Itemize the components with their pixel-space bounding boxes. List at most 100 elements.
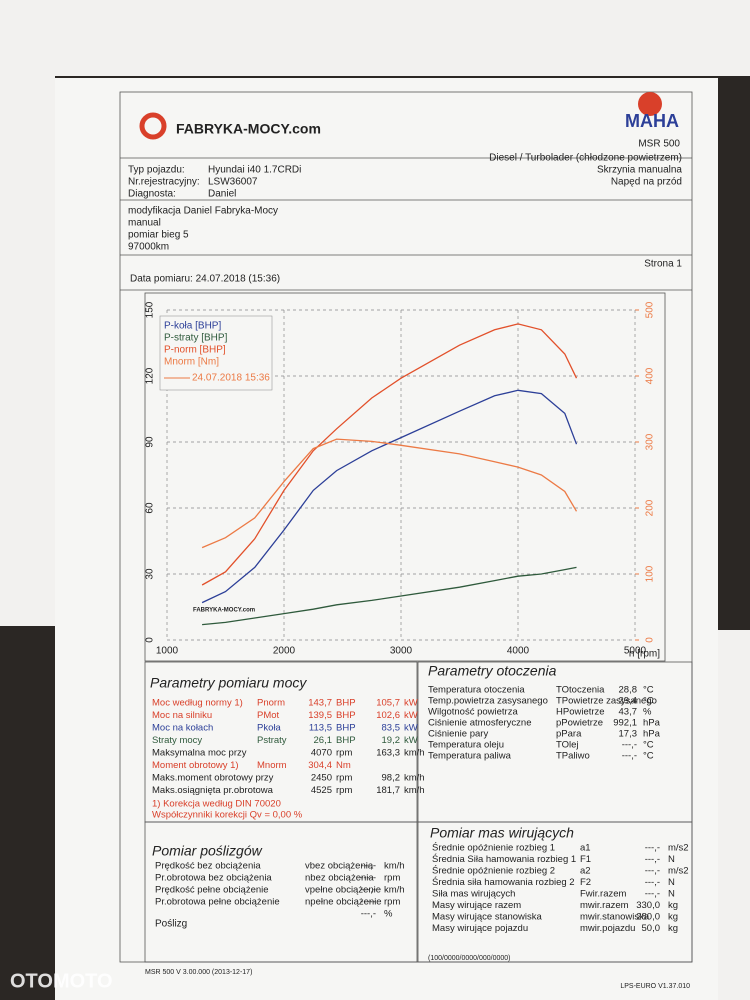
vehicle-value: Hyundai i40 1.7CRDi <box>208 165 301 176</box>
x-tick-label: 2000 <box>273 646 296 657</box>
maha-emblem <box>638 92 662 116</box>
cell-label: Temp.powietrza zasysanego <box>428 696 548 707</box>
cell-unit: BHP <box>336 698 356 709</box>
model: MSR 500 <box>638 139 680 150</box>
cell-unit: m/s2 <box>668 843 689 854</box>
cell-symbol: TPaliwo <box>556 751 590 762</box>
cell-value: 992,1 <box>613 718 637 729</box>
y-tick-label: 90 <box>145 436 156 448</box>
y2-tick-label: 100 <box>645 565 656 582</box>
cell-unit: kg <box>668 923 678 934</box>
cell-value: 304,4 <box>308 760 332 771</box>
cell-unit2: kW <box>404 710 418 721</box>
x-tick-label: 1000 <box>156 646 179 657</box>
y-tick-label: 30 <box>145 568 156 580</box>
page-number: Strona 1 <box>644 259 682 270</box>
cell-value2: 181,7 <box>376 785 400 796</box>
slip-footer: Poślizg <box>155 919 187 930</box>
cell-symbol: a1 <box>580 843 591 854</box>
cell-unit: BHP <box>336 710 356 721</box>
cell-unit: % <box>643 707 652 718</box>
cell-label: Masy wirujące pojazdu <box>432 923 528 934</box>
cell-unit: BHP <box>336 723 356 734</box>
cell-unit: °C <box>643 751 654 762</box>
y2-tick-label: 400 <box>645 367 656 384</box>
brand: MAHA <box>625 111 679 131</box>
cell-symbol: TOlej <box>556 740 579 751</box>
cell-label: Pr.obrotowa bez obciążenia <box>155 873 272 884</box>
cell-value: ---,- <box>622 751 637 762</box>
vehicle-detail: Diesel / Turbolader (chłodzone powietrze… <box>489 153 682 164</box>
paper <box>55 78 718 1000</box>
series-line <box>201 389 578 604</box>
cell-symbol: TOtoczenia <box>556 685 605 696</box>
series-line <box>201 438 578 549</box>
cell-unit2: km/h <box>404 773 425 784</box>
cell-symbol: vpełne obciążenie <box>305 885 381 896</box>
cell-value: 4070 <box>311 748 332 759</box>
cell-label: Temperatura paliwa <box>428 751 512 762</box>
vehicle-label: Nr.rejestracyjny: <box>128 177 200 188</box>
series-line <box>202 566 577 626</box>
cell-value2: 98,2 <box>382 773 401 784</box>
cell-label: Masy wirujące stanowiska <box>432 912 543 923</box>
cell-value: 17,3 <box>619 729 638 740</box>
legend-entry: Mnorm [Nm] <box>164 357 219 368</box>
legend-entry: P-norm [BHP] <box>164 345 226 356</box>
logo-text: FABRYKA-MOCY.com <box>176 121 321 137</box>
vehicle-value: LSW36007 <box>208 177 258 188</box>
background-left <box>0 76 55 626</box>
cell-unit: km/h <box>384 885 405 896</box>
y-tick-label: 60 <box>145 502 156 514</box>
cell-label: Pr.obrotowa pełne obciążenie <box>155 897 280 908</box>
cell-value: ----- <box>360 897 376 908</box>
cell-value2: 19,2 <box>382 735 401 746</box>
cell-value: 29,4 <box>619 696 638 707</box>
cell-symbol: Pkoła <box>257 723 281 734</box>
cell-value2: 83,5 <box>382 723 401 734</box>
cell-value: 113,5 <box>309 723 332 734</box>
cell-unit2: kW <box>404 723 418 734</box>
cell-symbol: F2 <box>580 877 591 888</box>
cell-unit: rpm <box>336 785 352 796</box>
cell-value: ---,- <box>645 866 660 877</box>
cell-label: Moc według normy 1) <box>152 698 243 709</box>
x-tick-label: 3000 <box>390 646 413 657</box>
cell-value: ---,- <box>645 843 660 854</box>
x-tick-label: 5000 <box>624 646 647 657</box>
cell-label: Moc na kołach <box>152 723 213 734</box>
cell-label: Masy wirujące razem <box>432 900 521 911</box>
cell-label: Średnie opóźnienie rozbieg 2 <box>432 865 555 877</box>
cell-unit: N <box>668 889 675 900</box>
note: pomiar bieg 5 <box>128 230 189 241</box>
cell-label: Ciśnienie pary <box>428 729 488 740</box>
cell-symbol: mwir.razem <box>580 900 629 911</box>
cell-symbol: HPowietrze <box>556 707 605 718</box>
cell-value2: 105,7 <box>376 698 400 709</box>
x-axis-label: n [rpm] <box>629 649 660 660</box>
cell-unit: Nm <box>336 760 351 771</box>
cell-value: 43,7 <box>619 707 638 718</box>
cell-symbol: vbez obciążenia <box>305 861 374 872</box>
slip-box <box>144 821 418 963</box>
legend-entry: P-koła [BHP] <box>164 321 221 332</box>
note: modyfikacja Daniel Fabryka-Mocy <box>128 206 278 217</box>
cell-value: ---,- <box>622 740 637 751</box>
logo-gear <box>139 112 167 140</box>
cell-unit: N <box>668 877 675 888</box>
cell-unit: °C <box>643 740 654 751</box>
cell-unit: kg <box>668 900 678 911</box>
cell-value: ---,- <box>361 909 376 920</box>
y-tick-label: 0 <box>145 637 156 643</box>
y-tick-label: 150 <box>145 301 156 318</box>
cell-symbol: Pstraty <box>257 735 287 746</box>
cell-label: Temperatura oleju <box>428 740 504 751</box>
cell-symbol: pPowietrze <box>556 718 603 729</box>
cell-unit: m/s2 <box>668 866 689 877</box>
cell-symbol: PMot <box>257 710 280 721</box>
masses-box <box>417 821 693 963</box>
cell-unit: BHP <box>336 735 356 746</box>
cell-value2: 163,3 <box>376 748 400 759</box>
cell-value: ---,- <box>645 889 660 900</box>
